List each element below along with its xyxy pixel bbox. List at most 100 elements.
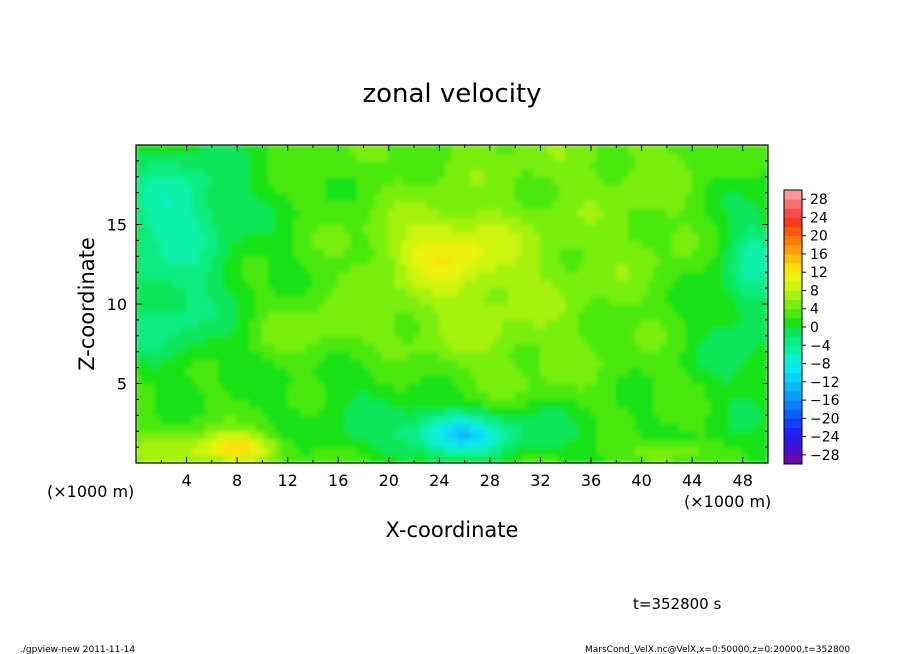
field-cell (211, 335, 219, 345)
field-cell (369, 367, 377, 377)
field-cell (306, 295, 314, 305)
field-cell (375, 319, 384, 329)
field-cell (754, 239, 763, 249)
field-cell (173, 192, 181, 202)
field-cell (356, 160, 365, 170)
field-cell (659, 239, 668, 249)
field-cell (685, 247, 693, 257)
field-cell (204, 438, 213, 448)
field-cell (236, 319, 245, 329)
field-cell (413, 295, 421, 305)
colorbar-segment (784, 299, 802, 310)
field-cell (255, 438, 263, 448)
field-cell (464, 223, 472, 234)
field-cell (211, 374, 219, 385)
field-cell (356, 343, 365, 353)
field-cell (546, 255, 554, 265)
field-cell (407, 168, 415, 178)
field-cell (198, 263, 207, 273)
field-cell (685, 422, 693, 432)
field-cell (242, 271, 251, 281)
field-cell (236, 414, 245, 424)
field-cell (280, 319, 289, 329)
field-cell (287, 215, 295, 226)
field-cell (653, 351, 662, 361)
field-cell (489, 382, 497, 393)
field-cell (242, 311, 251, 321)
field-cell (432, 446, 440, 456)
field-cell (691, 200, 700, 210)
field-cell (179, 192, 188, 202)
field-cell (697, 295, 706, 305)
field-cell (716, 176, 725, 186)
colorbar-tick-label: 8 (810, 283, 819, 299)
field-cell (236, 454, 245, 463)
field-cell (337, 335, 346, 345)
field-cell (179, 279, 188, 289)
field-cell (735, 184, 744, 194)
field-cell (514, 160, 523, 170)
field-cell (274, 215, 282, 226)
field-cell (672, 215, 681, 226)
field-cell (223, 295, 232, 305)
field-cell (666, 446, 674, 456)
field-cell (268, 430, 276, 440)
field-cell (501, 279, 510, 289)
field-cell (167, 430, 175, 440)
field-cell (230, 438, 238, 448)
field-cell (167, 200, 175, 210)
field-cell (565, 367, 573, 377)
field-cell (167, 351, 175, 361)
field-cell (678, 390, 687, 400)
field-cell (495, 263, 504, 273)
field-cell (438, 152, 447, 162)
field-cell (179, 390, 188, 400)
field-cell (167, 422, 175, 432)
field-cell (204, 446, 213, 456)
field-cell (748, 168, 756, 178)
field-cell (742, 287, 750, 297)
field-cell (710, 438, 719, 448)
field-cell (280, 168, 289, 178)
field-cell (641, 382, 649, 393)
field-cell (362, 223, 371, 234)
field-cell (735, 239, 744, 249)
field-cell (337, 414, 346, 424)
field-cell (653, 247, 662, 257)
field-cell (647, 319, 655, 329)
field-cell (501, 382, 510, 393)
field-cell (716, 279, 725, 289)
field-cell (495, 271, 504, 281)
field-cell (672, 168, 681, 178)
field-cell (634, 200, 643, 210)
field-cell (148, 343, 156, 353)
field-cell (343, 168, 352, 178)
field-cell (685, 184, 693, 194)
field-cell (742, 422, 750, 432)
field-cell (539, 303, 548, 313)
field-cell (666, 359, 674, 369)
field-cell (691, 279, 700, 289)
field-cell (634, 446, 643, 456)
field-cell (394, 255, 403, 265)
field-cell (223, 200, 232, 210)
field-cell (514, 231, 523, 241)
field-cell (388, 351, 396, 361)
field-cell (255, 406, 263, 416)
field-cell (615, 438, 624, 448)
field-cell (761, 390, 768, 400)
field-cell (501, 438, 510, 448)
field-cell (508, 303, 516, 313)
field-cell (742, 390, 750, 400)
field-cell (331, 208, 339, 218)
field-cell (464, 208, 472, 218)
field-cell (230, 335, 238, 345)
field-cell (223, 422, 232, 432)
field-cell (249, 176, 257, 186)
field-cell (356, 335, 365, 345)
field-cell (748, 263, 756, 273)
y-tick-label: 5 (117, 375, 127, 394)
field-cell (641, 247, 649, 257)
field-cell (603, 192, 611, 202)
field-cell (520, 398, 529, 408)
